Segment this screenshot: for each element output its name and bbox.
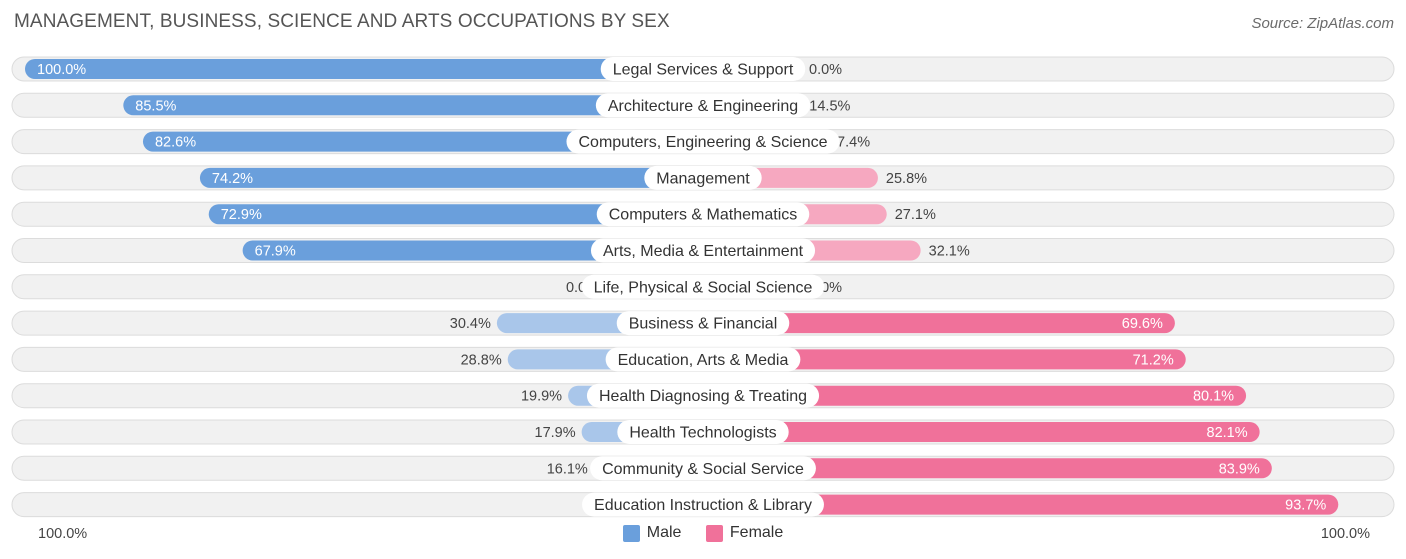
label-female-education-instruction-library: 93.7% — [1285, 498, 1326, 514]
category-pill-health-diagnosing-treating — [586, 383, 820, 408]
category-pill-legal-services-support — [600, 57, 806, 81]
bar-female-education-instruction-library — [703, 494, 1339, 515]
bar-male-computers-engineering-science — [142, 131, 704, 152]
category-label-management: Management — [656, 170, 750, 187]
label-male-health-technologists: 17.9% — [535, 425, 576, 441]
label-male-architecture-engineering: 85.5% — [135, 98, 176, 114]
category-label-computers-mathematics: Computers & Mathematics — [609, 207, 798, 224]
bar-male-computers-mathematics — [208, 204, 703, 225]
category-pill-management — [644, 165, 762, 190]
category-pill-health-technologists — [617, 420, 789, 444]
label-female-education-arts-media: 71.2% — [1133, 352, 1174, 368]
category-pill-architecture-engineering — [595, 93, 811, 118]
bar-chart: 100.0% 0.0% Legal Services & Support 85.5% 1… — [11, 56, 1395, 518]
label-male-computers-engineering-science: 82.6% — [155, 135, 196, 151]
chart-title: MANAGEMENT, BUSINESS, SCIENCE AND ARTS O… — [14, 11, 670, 32]
label-female-health-diagnosing-treating: 80.1% — [1193, 389, 1234, 405]
category-pill-arts-media-entertainment — [590, 238, 816, 263]
axis-label-left: 100.0% — [38, 526, 88, 542]
label-male-education-arts-media: 28.8% — [461, 352, 502, 368]
bar-male-management — [199, 167, 703, 188]
label-female-architecture-engineering: 14.5% — [809, 98, 850, 114]
category-label-education-arts-media: Education, Arts & Media — [618, 352, 789, 369]
category-label-business-financial: Business & Financial — [629, 316, 778, 333]
category-pill-education-arts-media — [605, 347, 801, 372]
label-female-computers-mathematics: 27.1% — [895, 207, 936, 223]
legend-label-female: Female — [729, 524, 784, 541]
bar-female-health-diagnosing-treating — [703, 385, 1247, 406]
label-female-arts-media-entertainment: 32.1% — [929, 244, 970, 260]
bar-female-health-technologists — [703, 422, 1260, 442]
category-label-architecture-engineering: Architecture & Engineering — [608, 98, 798, 115]
category-label-community-social-service: Community & Social Service — [602, 461, 804, 478]
label-male-business-financial: 30.4% — [450, 316, 491, 332]
category-pill-computers-engineering-science — [566, 129, 840, 154]
axis-label-right: 100.0% — [1320, 526, 1370, 542]
label-female-computers-engineering-science: 17.4% — [829, 135, 870, 151]
source-credit: Source: ZipAtlas.com — [1251, 15, 1394, 32]
legend-swatch-male — [622, 524, 640, 542]
legend: Male Female — [0, 524, 1406, 547]
category-label-life-physical-social-science: Life, Physical & Social Science — [594, 279, 813, 296]
category-pill-business-financial — [616, 311, 790, 336]
label-male-legal-services-support: 100.0% — [37, 62, 86, 78]
bar-female-education-arts-media — [703, 349, 1186, 370]
label-male-health-diagnosing-treating: 19.9% — [521, 389, 562, 405]
bar-female-community-social-service — [703, 458, 1272, 479]
category-label-health-diagnosing-treating: Health Diagnosing & Treating — [599, 388, 807, 405]
category-label-arts-media-entertainment: Arts, Media & Entertainment — [603, 243, 804, 260]
bar-female-business-financial — [703, 313, 1175, 334]
label-male-management: 74.2% — [212, 171, 253, 187]
legend-item-male: Male — [622, 524, 682, 542]
label-male-computers-mathematics: 72.9% — [221, 207, 262, 223]
category-pill-life-physical-social-science — [581, 274, 825, 299]
label-female-management: 25.8% — [886, 171, 927, 187]
category-pill-computers-mathematics — [596, 202, 810, 227]
category-label-legal-services-support: Legal Services & Support — [613, 62, 794, 79]
label-female-community-social-service: 83.9% — [1219, 461, 1260, 477]
legend-label-male: Male — [646, 524, 682, 541]
legend-swatch-female — [705, 524, 723, 542]
category-pill-community-social-service — [590, 456, 816, 481]
label-male-arts-media-entertainment: 67.9% — [255, 244, 296, 260]
bar-male-architecture-engineering — [123, 95, 703, 116]
label-female-health-technologists: 82.1% — [1207, 425, 1248, 441]
category-label-education-instruction-library: Education Instruction & Library — [594, 497, 812, 514]
category-label-health-technologists: Health Technologists — [629, 425, 776, 442]
label-female-business-financial: 69.6% — [1122, 316, 1163, 332]
bar-male-arts-media-entertainment — [242, 240, 703, 261]
category-label-computers-engineering-science: Computers, Engineering & Science — [578, 134, 827, 151]
category-pill-education-instruction-library — [582, 492, 824, 517]
label-male-community-social-service: 16.1% — [547, 461, 588, 477]
legend-item-female: Female — [705, 524, 784, 542]
bar-male-legal-services-support — [25, 59, 703, 79]
label-female-legal-services-support: 0.0% — [809, 62, 842, 78]
